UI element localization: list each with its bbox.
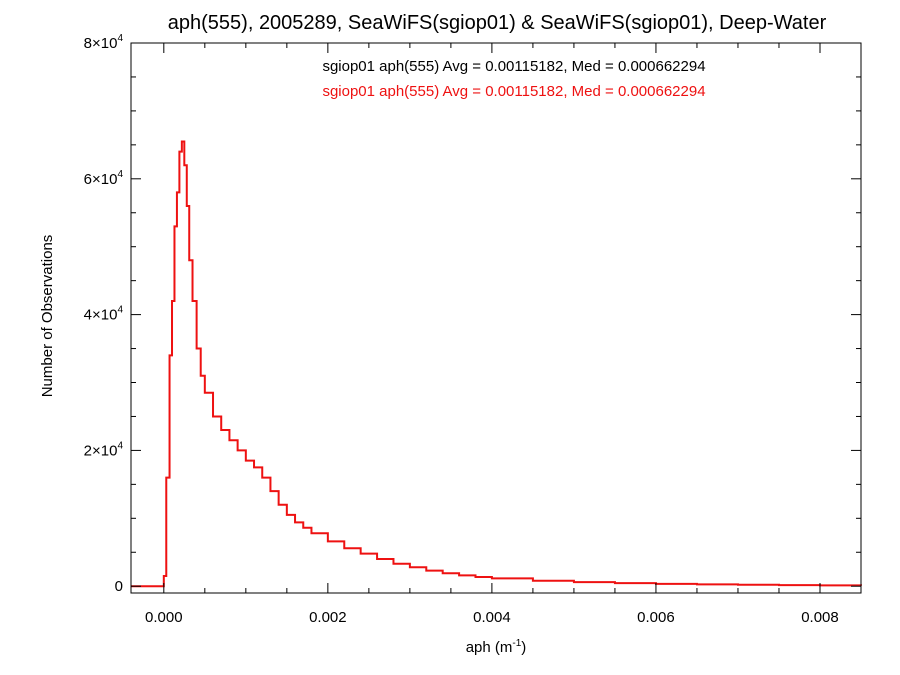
plot-frame (130, 42, 862, 594)
annotation-black: sgiop01 aph(555) Avg = 0.00115182, Med =… (322, 58, 705, 75)
x-tick-label: 0.004 (473, 609, 511, 626)
y-tick-label: 4×104 (84, 305, 124, 324)
y-tick-label: 6×104 (84, 169, 124, 188)
x-tick-label: 0.008 (801, 609, 839, 626)
y-tick-label: 8×104 (84, 33, 124, 52)
chart-title: aph(555), 2005289, SeaWiFS(sgiop01) & Se… (168, 12, 827, 34)
x-tick-label: 0.000 (145, 609, 183, 626)
series-layer (131, 140, 862, 588)
y-axis-label: Number of Observations (39, 235, 56, 398)
y-tick-label: 0 (115, 578, 123, 595)
x-tick-label: 0.002 (309, 609, 347, 626)
histogram-series-line (131, 140, 862, 588)
y-axis: 0 2×104 4×104 6×104 8×104 (84, 33, 861, 595)
x-axis-label: aph (m-1) (466, 638, 527, 656)
x-axis: 0.000 0.002 0.004 0.006 0.008 (145, 43, 862, 626)
y-tick-label: 2×104 (84, 440, 124, 459)
x-tick-label: 0.006 (637, 609, 675, 626)
annotation-red: sgiop01 aph(555) Avg = 0.00115182, Med =… (322, 83, 705, 100)
